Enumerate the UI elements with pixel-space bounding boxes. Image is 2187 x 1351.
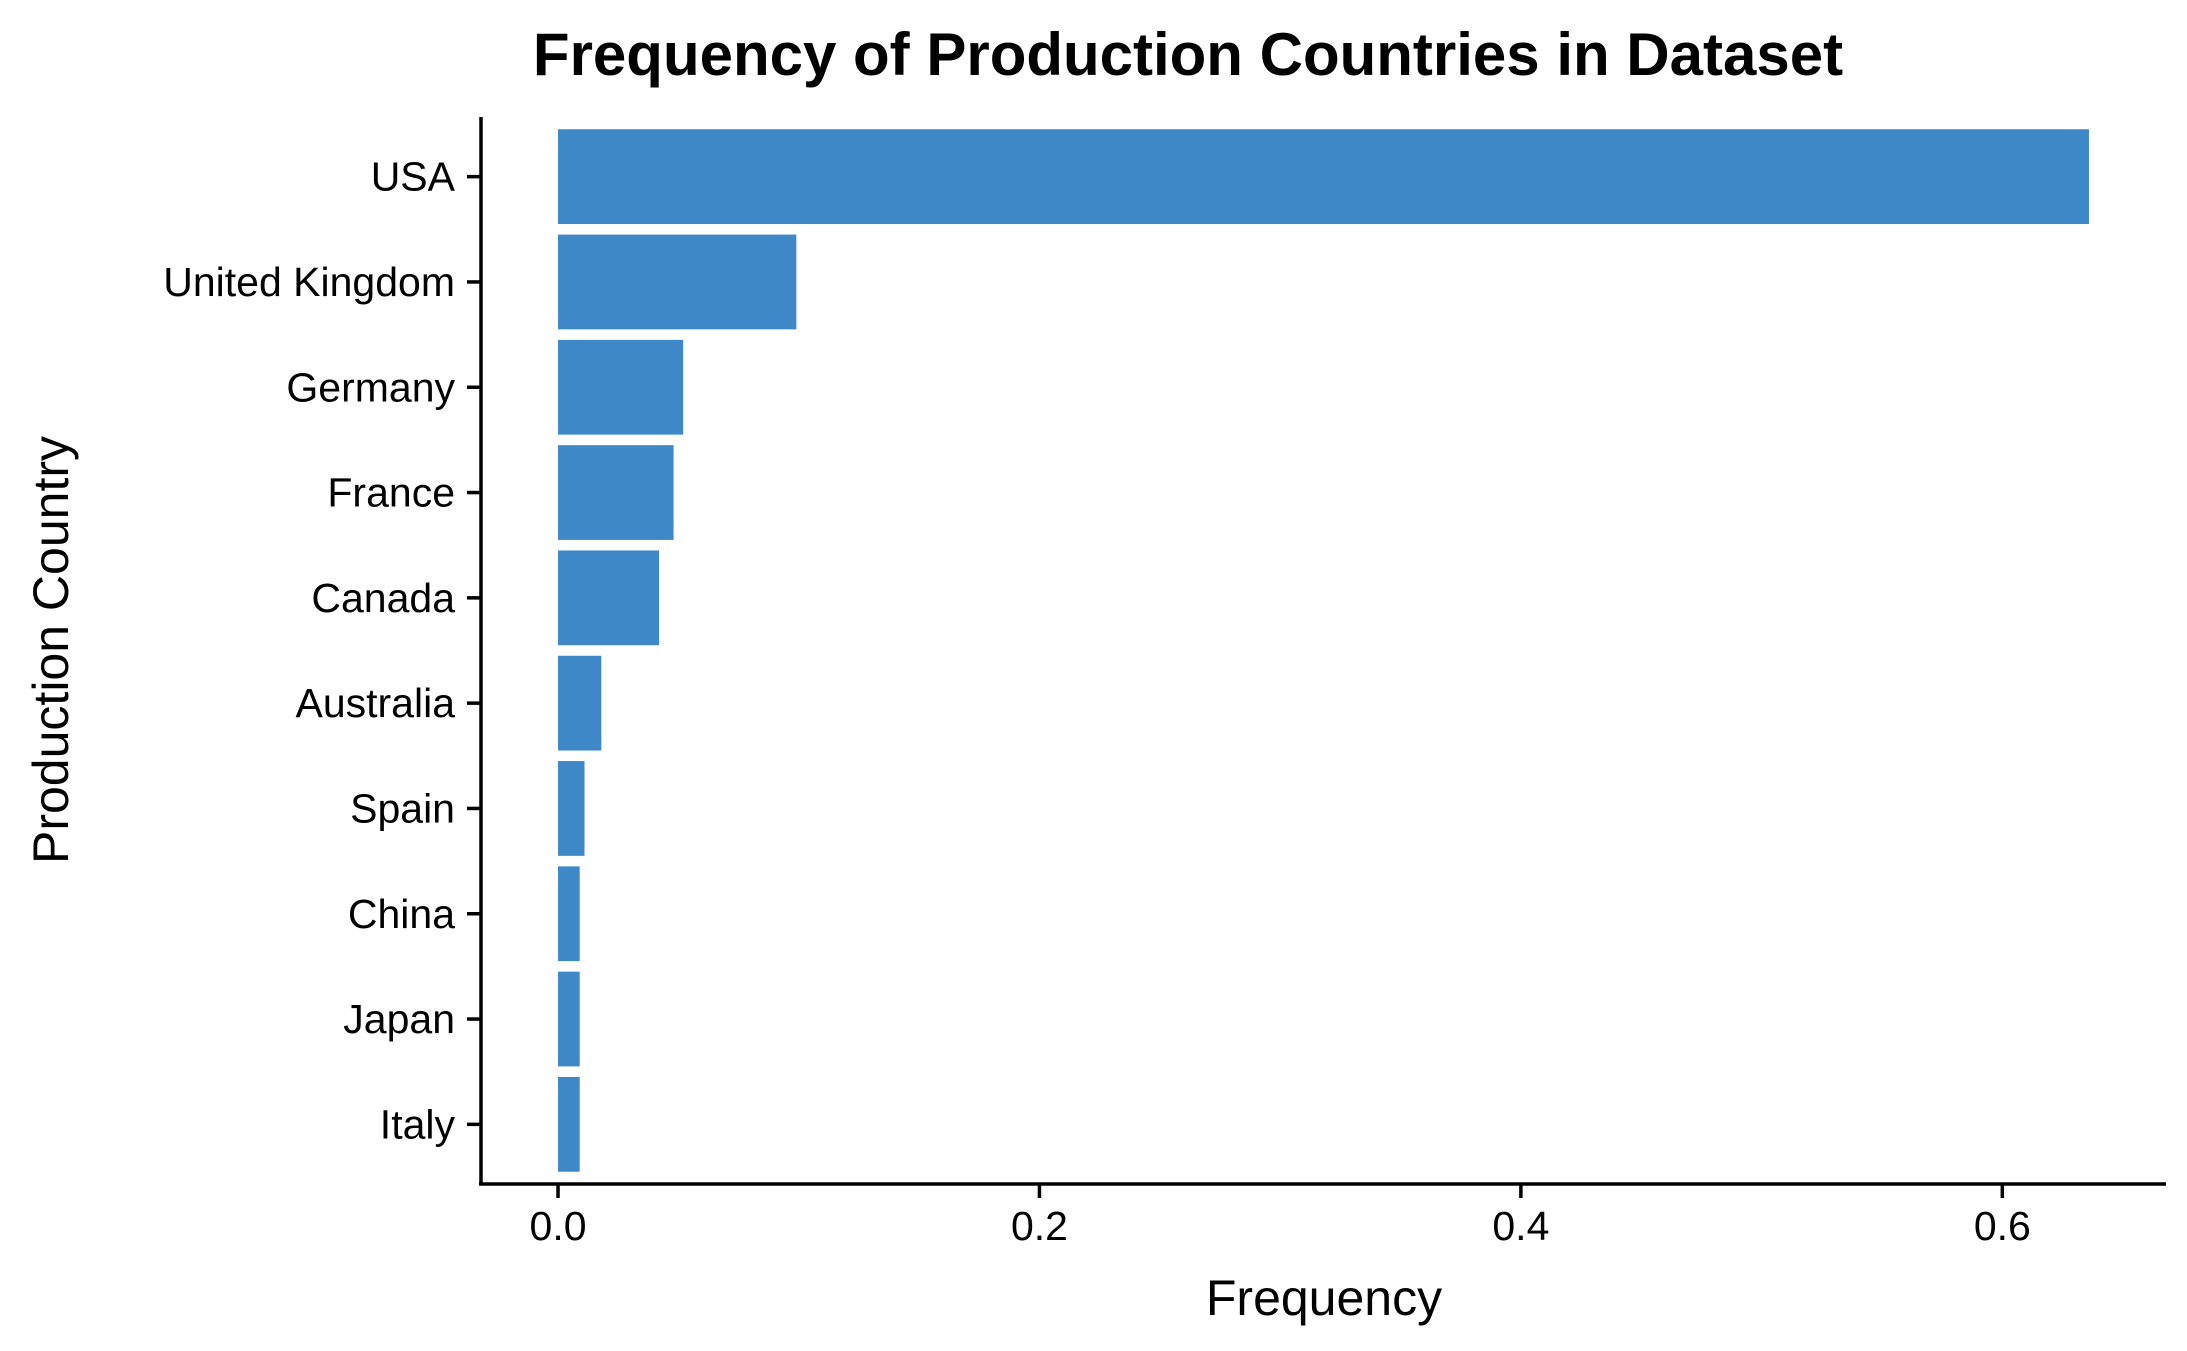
bar-united-kingdom (558, 234, 797, 330)
x-tick-label: 0.2 (1011, 1203, 1068, 1249)
bar-italy (558, 1076, 580, 1172)
bar-china (558, 866, 580, 962)
y-tick-label: Spain (350, 785, 455, 831)
y-tick-label: United Kingdom (163, 259, 455, 305)
y-tick-label: Australia (295, 680, 455, 726)
chart-title: Frequency of Production Countries in Dat… (533, 21, 1843, 88)
bar-usa (558, 129, 2089, 225)
bar-germany (558, 339, 684, 435)
x-tick-label: 0.6 (1974, 1203, 2031, 1249)
bar-canada (558, 550, 660, 646)
y-tick-label: Italy (380, 1101, 456, 1147)
x-axis-title: Frequency (1206, 1270, 1442, 1326)
x-axis-ticks: 0.0 0.2 0.4 0.6 (530, 1184, 2031, 1249)
y-tick-label: Canada (311, 575, 455, 621)
y-tick-label: France (327, 470, 455, 516)
y-tick-label: China (348, 891, 455, 937)
x-tick-label: 0.0 (530, 1203, 587, 1249)
bar-australia (558, 655, 602, 751)
bar-france (558, 445, 674, 540)
bar-japan (558, 971, 580, 1067)
x-tick-label: 0.4 (1492, 1203, 1549, 1249)
y-tick-label: Germany (286, 364, 455, 410)
y-axis-ticks: USA United Kingdom Germany France Canada Aust… (163, 154, 481, 1147)
bar-spain (558, 761, 585, 856)
y-tick-label: Japan (343, 996, 455, 1042)
y-tick-label: USA (371, 154, 456, 200)
bars-group (558, 129, 2089, 1172)
y-axis-title: Production Country (23, 436, 79, 864)
